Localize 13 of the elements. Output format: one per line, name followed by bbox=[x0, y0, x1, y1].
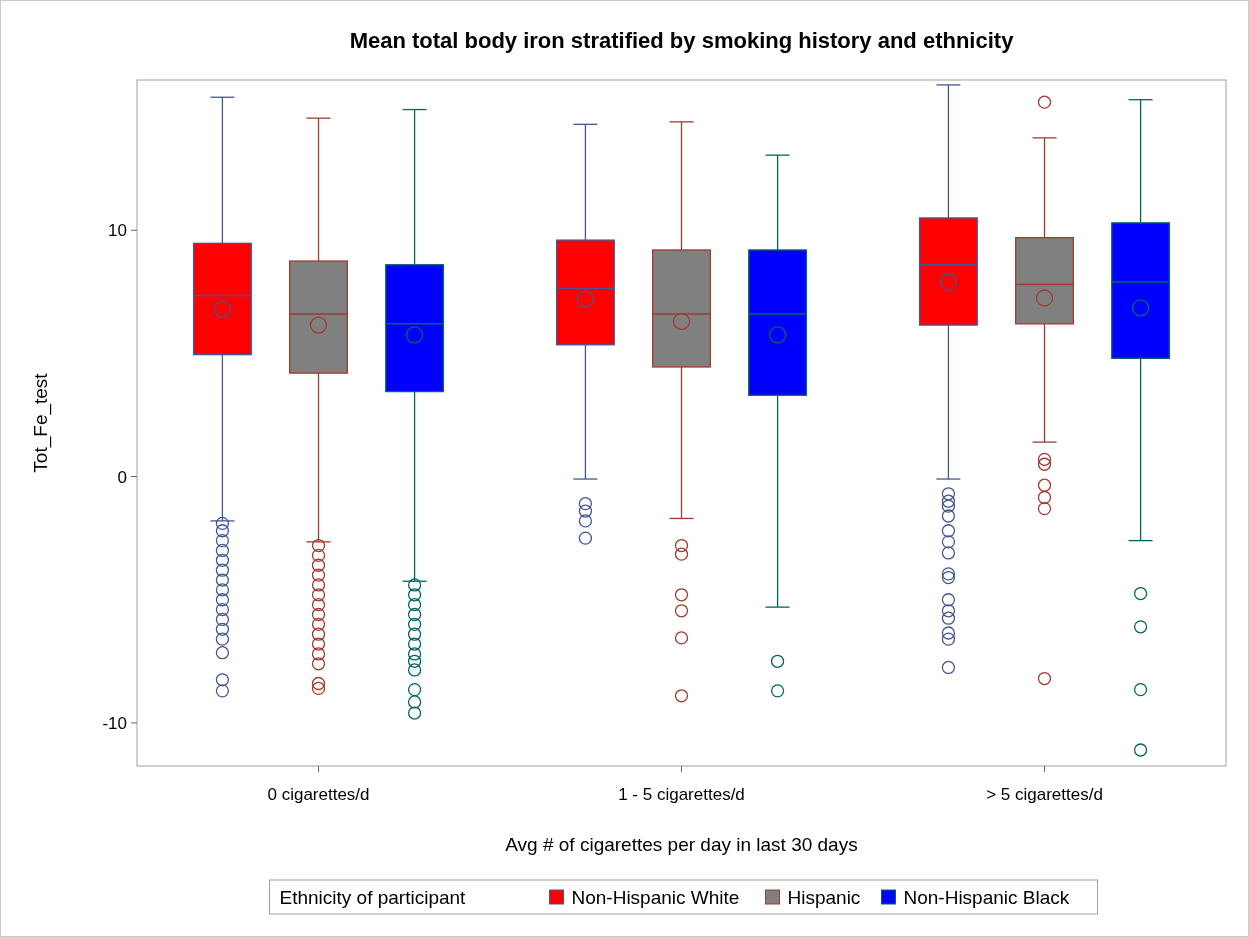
legend-label: Non-Hispanic Black bbox=[903, 886, 1070, 908]
legend-label: Hispanic bbox=[787, 886, 861, 908]
y-tick-label: -10 bbox=[102, 713, 127, 733]
y-tick-label: 10 bbox=[108, 221, 127, 241]
y-tick-label: 0 bbox=[117, 467, 127, 487]
x-tick-label: 0 cigarettes/d bbox=[267, 785, 370, 804]
x-axis-title: Avg # of cigarettes per day in last 30 days bbox=[505, 834, 858, 855]
x-tick-label: 1 - 5 cigarettes/d bbox=[618, 785, 745, 804]
legend-label: Non-Hispanic White bbox=[571, 886, 740, 908]
legend-title: Ethnicity of participant bbox=[279, 886, 467, 908]
y-axis-title: Tot_Fe_test bbox=[30, 372, 52, 473]
chart-title: Mean total body iron stratified by smoking history and ethnicity bbox=[349, 28, 1015, 53]
x-tick-label: > 5 cigarettes/d bbox=[986, 785, 1103, 804]
